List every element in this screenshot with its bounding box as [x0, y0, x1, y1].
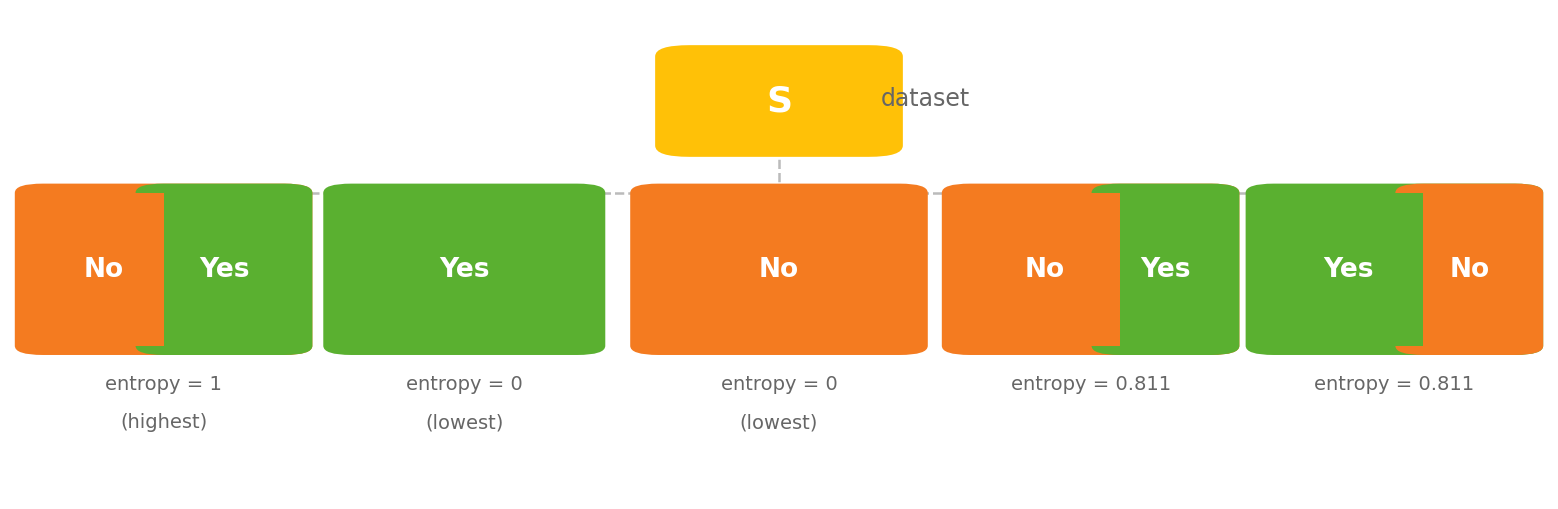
- Text: No: No: [1025, 257, 1064, 282]
- Bar: [164, 193, 285, 346]
- Bar: [1368, 193, 1424, 346]
- FancyBboxPatch shape: [1396, 184, 1542, 355]
- Bar: [164, 193, 220, 346]
- Text: dataset: dataset: [880, 87, 969, 111]
- Text: S: S: [767, 85, 791, 119]
- Text: No: No: [759, 257, 799, 282]
- Text: (highest): (highest): [120, 412, 207, 431]
- Text: No: No: [1449, 257, 1489, 282]
- FancyBboxPatch shape: [941, 184, 1239, 355]
- Bar: [1064, 193, 1120, 346]
- Text: entropy = 0.811: entropy = 0.811: [1011, 374, 1170, 393]
- Text: Yes: Yes: [439, 257, 489, 282]
- Text: entropy = 0: entropy = 0: [721, 374, 837, 393]
- Text: (lowest): (lowest): [740, 412, 818, 431]
- FancyBboxPatch shape: [1092, 184, 1239, 355]
- Bar: [1424, 193, 1514, 346]
- FancyBboxPatch shape: [629, 184, 927, 355]
- FancyBboxPatch shape: [14, 184, 312, 355]
- Text: Yes: Yes: [1323, 257, 1374, 282]
- FancyBboxPatch shape: [136, 184, 312, 355]
- Text: No: No: [83, 257, 123, 282]
- Bar: [1120, 193, 1211, 346]
- FancyBboxPatch shape: [654, 46, 902, 157]
- Bar: [1424, 193, 1480, 346]
- Text: (lowest): (lowest): [425, 412, 503, 431]
- Text: entropy = 0.811: entropy = 0.811: [1315, 374, 1474, 393]
- Text: entropy = 1: entropy = 1: [104, 374, 223, 393]
- Bar: [108, 193, 164, 346]
- Text: Yes: Yes: [1140, 257, 1190, 282]
- Text: entropy = 0: entropy = 0: [407, 374, 522, 393]
- Text: Yes: Yes: [199, 257, 249, 282]
- FancyBboxPatch shape: [1246, 184, 1542, 355]
- FancyBboxPatch shape: [323, 184, 605, 355]
- Bar: [1120, 193, 1176, 346]
